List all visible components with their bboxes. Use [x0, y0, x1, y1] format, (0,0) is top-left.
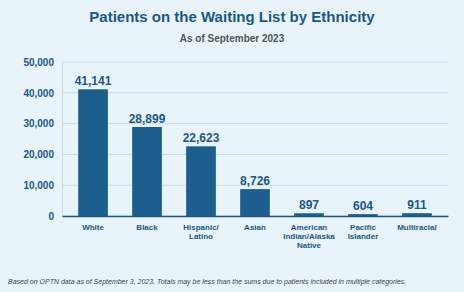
- x-tick: Asian: [244, 216, 266, 232]
- bar: [240, 189, 270, 216]
- title: Patients on the Waiting List by Ethnicit…: [89, 8, 375, 25]
- x-tick-label: Black: [136, 223, 158, 232]
- x-tick: Multiracial: [397, 216, 437, 232]
- y-tick-label: 0: [48, 211, 54, 222]
- x-tick-label: Multiracial: [397, 223, 437, 232]
- data-label: 604: [353, 199, 373, 213]
- y-tick: 40,000: [23, 88, 62, 99]
- subtitle: As of September 2023: [180, 33, 285, 44]
- grid: [62, 62, 448, 216]
- bars: [78, 89, 432, 216]
- y-tick: 10,000: [23, 180, 62, 191]
- x-tick-label: Asian: [244, 223, 266, 232]
- bar: [132, 127, 162, 216]
- x-tick: White: [82, 216, 104, 232]
- data-label: 8,726: [240, 174, 270, 188]
- x-tick: Hispanic/Latino: [183, 216, 219, 241]
- y-tick-label: 40,000: [23, 88, 54, 99]
- data-label: 22,623: [183, 131, 220, 145]
- data-label: 897: [299, 198, 319, 212]
- bar: [294, 213, 324, 216]
- bar: [78, 89, 108, 216]
- grid-line: [62, 154, 448, 155]
- data-label: 911: [407, 198, 427, 212]
- x-tick: PacificIslander: [348, 216, 379, 241]
- data-label: 28,899: [129, 112, 166, 126]
- y-tick: 0: [48, 211, 62, 222]
- data-labels: 41,141 28,899 22,623 8,726 897 604 911: [75, 74, 427, 213]
- bar: [402, 213, 432, 216]
- y-tick-label: 20,000: [23, 149, 54, 160]
- x-tick-label: White: [82, 223, 104, 232]
- x-tick-label: Hispanic/Latino: [183, 223, 219, 241]
- bar: [348, 214, 378, 216]
- grid-line: [62, 62, 448, 63]
- background: [0, 0, 464, 292]
- x-axis-line: [63, 216, 449, 218]
- y-tick-label: 10,000: [23, 180, 54, 191]
- y-axis-line: [62, 63, 63, 217]
- x-tick: AmericanIndian/AlaskaNative: [283, 216, 335, 250]
- y-tick: 20,000: [23, 149, 62, 160]
- footnote: Based on OPTN data as of September 3, 20…: [8, 278, 406, 286]
- chart: Patients on the Waiting List by Ethnicit…: [0, 0, 464, 292]
- x-axis: White Black Hispanic/Latino Asian AmericanIn…: [63, 216, 449, 250]
- y-tick: 30,000: [23, 118, 62, 129]
- x-tick-label: AmericanIndian/AlaskaNative: [283, 223, 335, 250]
- y-tick-label: 50,000: [23, 57, 54, 68]
- plot: 0 10,000 20,000 30,000 40,000 50,000 White Blac…: [23, 57, 448, 250]
- grid-line: [62, 92, 448, 93]
- y-tick-label: 30,000: [23, 118, 54, 129]
- y-axis: 0 10,000 20,000 30,000 40,000 50,000: [23, 57, 62, 222]
- bar: [186, 146, 216, 216]
- x-tick: Black: [136, 216, 158, 232]
- y-tick: 50,000: [23, 57, 62, 68]
- x-tick-label: PacificIslander: [348, 223, 379, 241]
- data-label: 41,141: [75, 74, 112, 88]
- grid-line: [62, 123, 448, 124]
